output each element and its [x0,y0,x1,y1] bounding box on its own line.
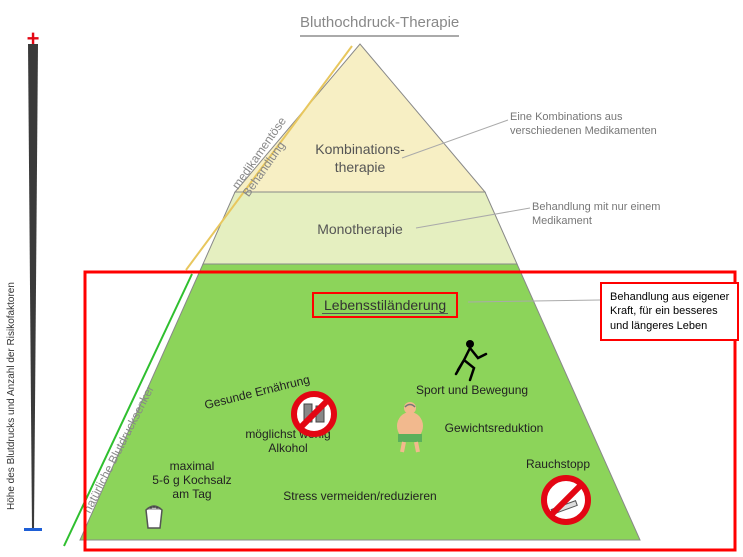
section-top-title-l2: therapie [335,159,386,175]
item-stress-label: Stress vermeiden/reduzieren [283,489,436,503]
item-salz-l1: maximal [170,459,215,473]
salt-icon [146,506,162,528]
no-alcohol-icon [294,394,334,434]
svg-text:+: + [27,26,40,51]
item-sport-label: Sport und Bewegung [416,383,528,397]
item-gewicht-label: Gewichtsreduktion [445,421,544,435]
item-salz-l2: 5-6 g Kochsalz [152,473,231,487]
gauge-needle: + [24,26,42,531]
section-bot-title: Lebensstiländerung [312,292,458,318]
section-mid-title: Monotherapie [317,221,403,237]
item-salz-l3: am Tag [172,487,211,501]
annotation-top: Eine Kombinations ausverschiedenen Medik… [510,110,657,139]
item-rauch-label: Rauchstopp [526,457,590,471]
section-top-title-l1: Kombinations- [315,141,405,157]
annotation-bot: Behandlung aus eigenerKraft, für ein bes… [600,282,739,341]
diagram-svg: + medikamentöse Behandlung natürliche Bl… [0,0,743,557]
item-alkohol-l2: Alkohol [268,441,307,455]
no-smoking-icon [544,478,588,522]
annotation-mid: Behandlung mit nur einemMedikament [532,200,660,229]
